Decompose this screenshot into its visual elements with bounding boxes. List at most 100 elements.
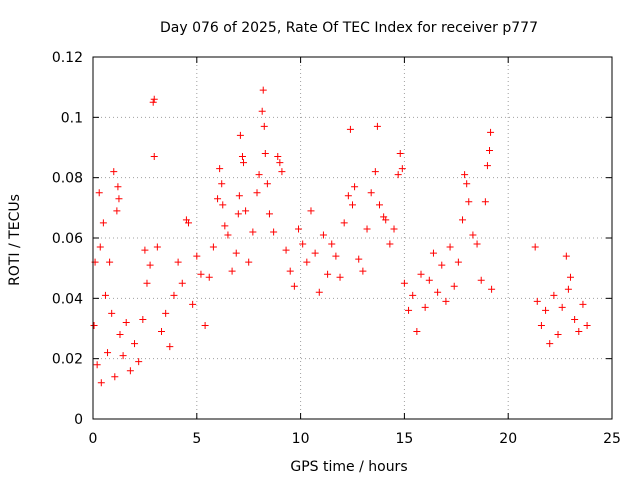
data-point bbox=[546, 340, 554, 348]
data-point bbox=[477, 276, 485, 284]
data-point bbox=[398, 165, 406, 173]
data-point bbox=[221, 222, 229, 230]
data-point bbox=[197, 270, 205, 278]
data-point bbox=[131, 340, 139, 348]
data-point bbox=[434, 288, 442, 296]
data-point bbox=[219, 201, 227, 209]
data-point bbox=[153, 243, 161, 251]
data-point bbox=[274, 153, 282, 161]
data-point bbox=[276, 159, 284, 167]
data-point bbox=[101, 291, 109, 299]
data-point bbox=[469, 231, 477, 239]
data-point bbox=[579, 300, 587, 308]
data-point bbox=[542, 306, 550, 314]
data-point bbox=[178, 279, 186, 287]
data-point bbox=[344, 192, 352, 200]
data-point bbox=[459, 216, 467, 224]
data-point bbox=[260, 122, 268, 130]
data-point bbox=[139, 315, 147, 323]
data-point bbox=[135, 358, 143, 366]
y-tick-label: 0.02 bbox=[52, 352, 83, 368]
data-point bbox=[111, 373, 119, 381]
data-point bbox=[93, 361, 101, 369]
data-point bbox=[465, 198, 473, 206]
chart-title: Day 076 of 2025, Rate Of TEC Index for r… bbox=[160, 20, 538, 36]
data-point bbox=[218, 180, 226, 188]
data-point bbox=[463, 180, 471, 188]
data-point bbox=[550, 291, 558, 299]
data-point bbox=[258, 107, 266, 115]
data-point bbox=[336, 273, 344, 281]
data-point bbox=[446, 243, 454, 251]
data-point bbox=[386, 240, 394, 248]
data-point bbox=[488, 285, 496, 293]
data-point bbox=[126, 367, 134, 375]
data-point bbox=[238, 153, 246, 161]
data-point bbox=[184, 219, 192, 227]
data-point bbox=[363, 225, 371, 233]
data-point bbox=[487, 128, 495, 136]
x-tick-label: 20 bbox=[499, 431, 517, 447]
data-point bbox=[162, 309, 170, 317]
data-point bbox=[146, 261, 154, 269]
data-point bbox=[409, 291, 417, 299]
data-point bbox=[299, 240, 307, 248]
data-point bbox=[236, 131, 244, 139]
data-point bbox=[425, 276, 433, 284]
data-point bbox=[278, 168, 286, 176]
data-point bbox=[371, 168, 379, 176]
data-point bbox=[311, 249, 319, 257]
axis-ticks: 0 5 10 15 20 25 0 0.02 0.04 0.06 0.08 0.1 0.12 bbox=[52, 50, 621, 447]
data-point bbox=[533, 297, 541, 305]
data-point bbox=[255, 171, 263, 179]
data-point bbox=[373, 122, 381, 130]
data-point bbox=[245, 258, 253, 266]
data-point bbox=[170, 291, 178, 299]
y-axis-label: ROTI / TECUs bbox=[7, 194, 23, 286]
data-point bbox=[429, 249, 437, 257]
data-point bbox=[150, 95, 158, 103]
data-point bbox=[113, 207, 121, 215]
data-point bbox=[141, 246, 149, 254]
data-point bbox=[149, 98, 157, 106]
data-point bbox=[359, 267, 367, 275]
data-point bbox=[106, 258, 114, 266]
data-point bbox=[143, 279, 151, 287]
data-point bbox=[214, 195, 222, 203]
data-point bbox=[315, 288, 323, 296]
data-point bbox=[108, 309, 116, 317]
data-point bbox=[483, 162, 491, 170]
data-point bbox=[405, 306, 413, 314]
data-point bbox=[232, 249, 240, 257]
data-point bbox=[438, 261, 446, 269]
y-tick-label: 0 bbox=[74, 412, 83, 428]
data-point bbox=[216, 165, 224, 173]
data-point bbox=[263, 180, 271, 188]
data-point bbox=[95, 189, 103, 197]
data-point bbox=[328, 240, 336, 248]
data-point bbox=[332, 252, 340, 260]
data-points bbox=[90, 86, 591, 387]
data-point bbox=[375, 201, 383, 209]
data-point bbox=[461, 171, 469, 179]
data-point bbox=[571, 315, 579, 323]
data-point bbox=[355, 255, 363, 263]
data-point bbox=[340, 219, 348, 227]
y-tick-label: 0.12 bbox=[52, 50, 83, 66]
data-point bbox=[259, 86, 267, 94]
data-point bbox=[319, 231, 327, 239]
data-point bbox=[96, 243, 104, 251]
data-point bbox=[97, 379, 105, 387]
y-tick-label: 0.06 bbox=[52, 231, 83, 247]
data-point bbox=[116, 331, 124, 339]
data-point bbox=[193, 252, 201, 260]
data-point bbox=[189, 300, 197, 308]
data-point bbox=[90, 321, 98, 329]
plot-area-border bbox=[92, 56, 613, 420]
data-point bbox=[240, 159, 248, 167]
data-point bbox=[150, 153, 158, 161]
data-point bbox=[295, 225, 303, 233]
data-point bbox=[99, 219, 107, 227]
